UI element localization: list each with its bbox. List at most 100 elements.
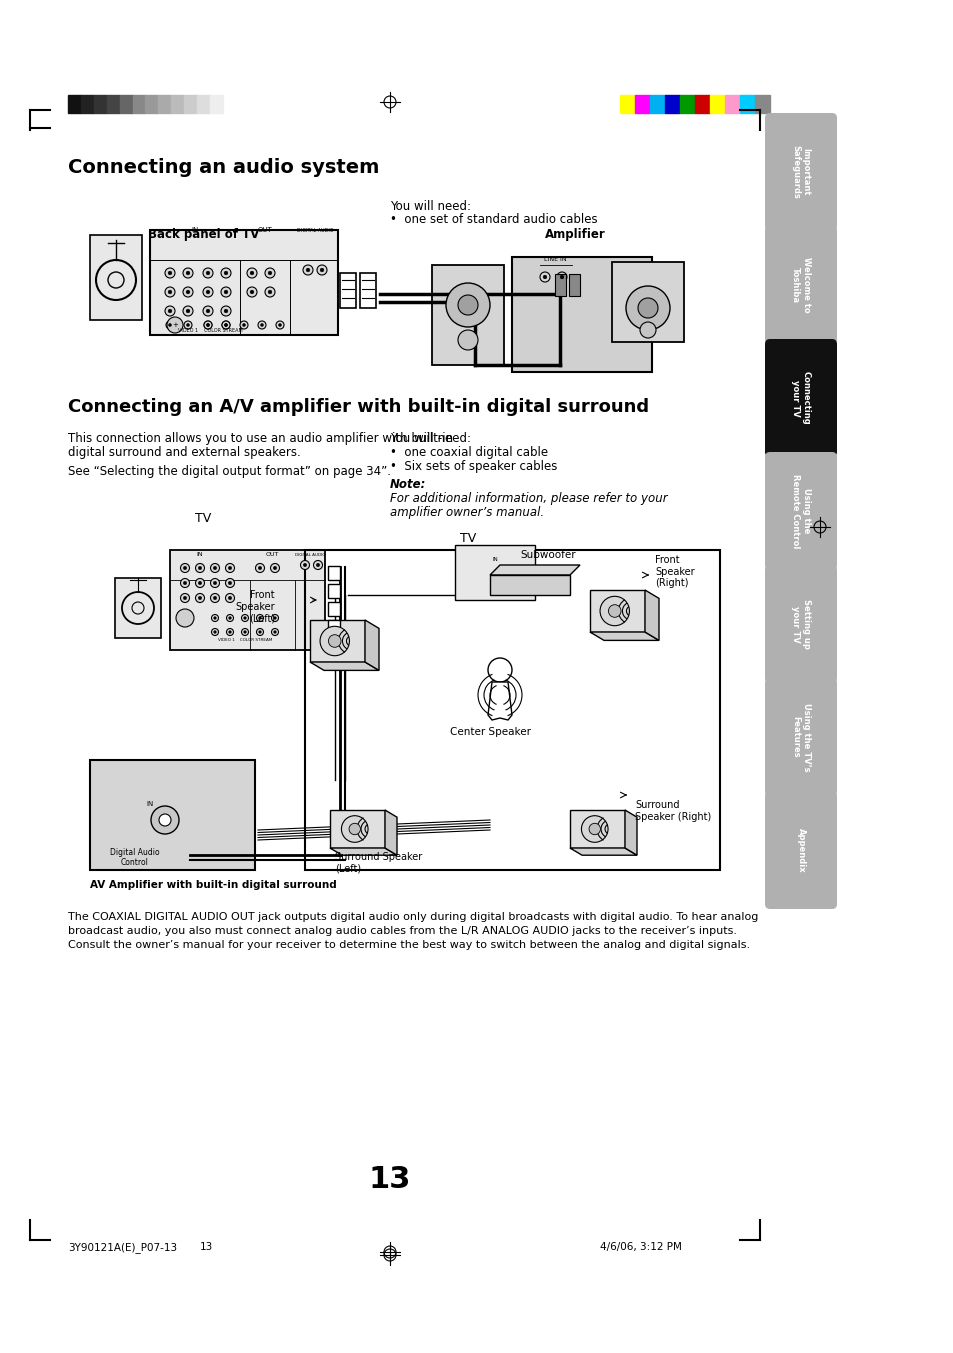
Circle shape [167,317,183,333]
Polygon shape [589,590,644,632]
Circle shape [183,306,193,317]
Circle shape [225,579,234,587]
FancyBboxPatch shape [764,226,836,344]
Circle shape [599,597,629,625]
Circle shape [222,321,230,329]
Polygon shape [569,810,624,848]
Bar [754,95,769,114]
Circle shape [183,268,193,277]
Circle shape [539,272,550,281]
Bar [512,257,651,372]
Circle shape [206,290,210,294]
Text: IN: IN [146,801,153,806]
Bar [328,566,339,580]
FancyBboxPatch shape [764,566,836,683]
Text: •  Six sets of speaker cables: • Six sets of speaker cables [390,460,557,474]
Circle shape [165,287,174,298]
Text: Front
Speaker
(Right): Front Speaker (Right) [655,555,694,589]
Bar [90,760,254,870]
Circle shape [328,635,340,647]
Bar [709,95,724,114]
Bar [170,551,325,649]
Circle shape [212,629,218,636]
Circle shape [256,614,263,621]
Circle shape [275,321,284,329]
Circle shape [250,290,253,294]
Text: 13: 13 [200,1242,213,1252]
Circle shape [175,609,193,626]
Circle shape [341,816,368,843]
Circle shape [184,321,192,329]
Bar [619,95,635,114]
Bar [635,95,649,114]
Polygon shape [310,662,378,670]
Circle shape [212,614,218,621]
Circle shape [272,614,278,621]
Circle shape [638,298,658,318]
Circle shape [195,579,204,587]
Circle shape [204,321,212,329]
Circle shape [240,321,248,329]
Circle shape [198,567,201,570]
Circle shape [349,823,360,835]
Circle shape [229,617,231,620]
Circle shape [229,630,231,633]
Text: See “Selecting the digital output format” on page 34”.: See “Selecting the digital output format… [68,465,391,478]
Text: Important
Safeguards: Important Safeguards [790,145,810,199]
Circle shape [221,306,231,317]
Circle shape [213,582,216,584]
Circle shape [221,287,231,298]
Circle shape [247,287,256,298]
Text: 4/6/06, 3:12 PM: 4/6/06, 3:12 PM [599,1242,681,1252]
Bar [158,95,172,114]
Bar [146,95,158,114]
Text: This connection allows you to use an audio amplifier with built-in: This connection allows you to use an aud… [68,432,453,445]
Polygon shape [385,810,396,855]
Bar [119,95,132,114]
Circle shape [151,806,179,833]
Circle shape [195,594,204,602]
Circle shape [211,579,219,587]
Circle shape [180,563,190,572]
Circle shape [168,308,172,313]
Text: Subwoofer: Subwoofer [519,551,575,560]
Circle shape [228,567,232,570]
Circle shape [257,321,266,329]
Circle shape [306,268,310,272]
Text: DIGITAL AUDIO: DIGITAL AUDIO [296,229,333,233]
Circle shape [226,629,233,636]
Text: Connecting an A/V amplifier with built-in digital surround: Connecting an A/V amplifier with built-i… [68,398,648,415]
Bar [90,235,142,321]
Circle shape [206,323,210,326]
Bar [305,551,720,870]
Text: Surround
Speaker (Right): Surround Speaker (Right) [635,800,711,821]
Circle shape [211,563,219,572]
FancyBboxPatch shape [764,452,836,570]
Circle shape [213,630,216,633]
Bar [197,95,210,114]
Circle shape [446,283,490,327]
Bar [339,273,355,308]
Polygon shape [310,620,365,662]
Text: IN: IN [192,227,198,233]
Circle shape [166,321,173,329]
Circle shape [247,268,256,277]
Bar [210,95,223,114]
Text: Digital Audio
Control: Digital Audio Control [111,848,160,867]
Circle shape [206,308,210,313]
Text: 3Y90121A(E)_P07-13: 3Y90121A(E)_P07-13 [68,1242,177,1253]
FancyBboxPatch shape [764,792,836,909]
Circle shape [206,323,210,326]
Bar [132,95,146,114]
Text: OUT: OUT [265,552,278,557]
Circle shape [243,617,246,620]
Circle shape [588,823,599,835]
Text: AV Amplifier with built-in digital surround: AV Amplifier with built-in digital surro… [90,879,336,890]
Circle shape [203,268,213,277]
Circle shape [488,658,512,682]
Bar [740,95,754,114]
Circle shape [457,295,477,315]
Text: Using the
Remote Control: Using the Remote Control [790,474,810,548]
Circle shape [222,321,230,329]
Text: Setting up
your TV: Setting up your TV [790,599,810,649]
